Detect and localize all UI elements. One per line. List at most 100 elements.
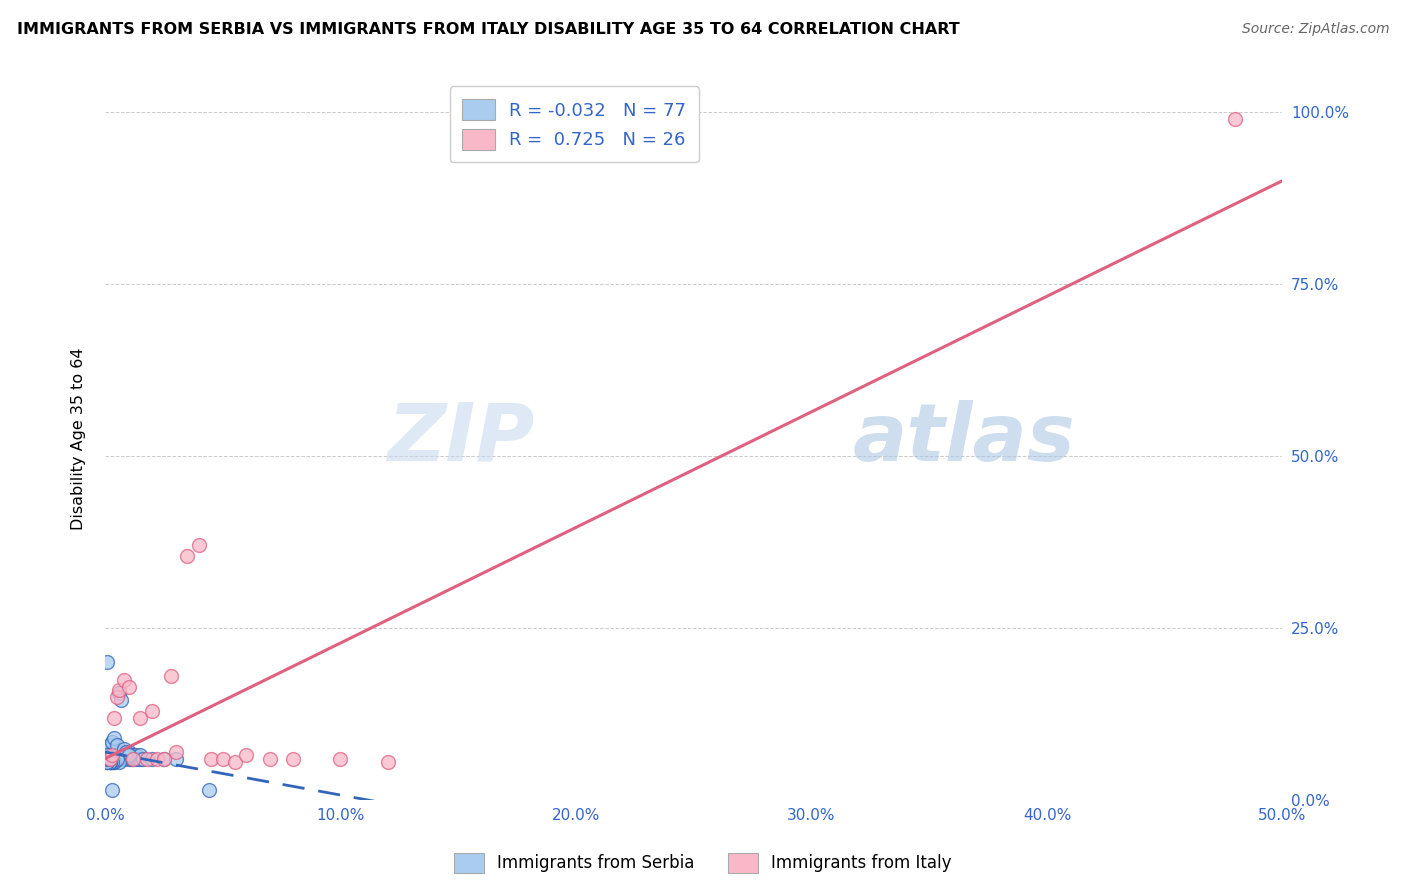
- Point: [160, 669, 183, 683]
- Point: [98, 745, 121, 759]
- Point: [122, 748, 145, 763]
- Point: [105, 752, 128, 766]
- Point: [120, 748, 142, 763]
- Point: [98, 756, 121, 770]
- Point: [103, 748, 125, 763]
- Point: [103, 745, 125, 759]
- Point: [153, 752, 176, 766]
- Point: [141, 704, 163, 718]
- Point: [141, 752, 163, 766]
- Point: [110, 752, 132, 766]
- Point: [98, 756, 121, 770]
- Point: [110, 745, 132, 759]
- Point: [115, 745, 138, 759]
- Point: [98, 752, 121, 766]
- Point: [136, 752, 159, 766]
- Point: [98, 756, 121, 770]
- Point: [103, 710, 125, 724]
- Point: [110, 693, 132, 707]
- Point: [108, 686, 131, 700]
- Point: [117, 748, 139, 763]
- Point: [108, 752, 131, 766]
- Point: [105, 748, 128, 763]
- Point: [98, 756, 121, 770]
- Point: [101, 752, 124, 766]
- Point: [96, 756, 118, 770]
- Point: [96, 752, 118, 766]
- Point: [153, 752, 176, 766]
- Point: [101, 752, 124, 766]
- Text: Source: ZipAtlas.com: Source: ZipAtlas.com: [1241, 22, 1389, 37]
- Point: [96, 752, 118, 766]
- Point: [103, 752, 125, 766]
- Point: [197, 782, 219, 797]
- Text: ZIP: ZIP: [388, 400, 534, 478]
- Point: [122, 752, 145, 766]
- Point: [127, 752, 149, 766]
- Point: [115, 745, 138, 759]
- Point: [377, 756, 399, 770]
- Point: [117, 748, 139, 763]
- Point: [105, 745, 128, 759]
- Point: [105, 752, 128, 766]
- Point: [124, 752, 146, 766]
- Point: [96, 656, 118, 670]
- Point: [103, 756, 125, 770]
- Point: [165, 752, 187, 766]
- Point: [129, 752, 152, 766]
- Point: [129, 710, 152, 724]
- Point: [98, 752, 121, 766]
- Point: [200, 752, 222, 766]
- Point: [101, 748, 124, 763]
- Text: atlas: atlas: [852, 400, 1076, 478]
- Point: [129, 748, 152, 763]
- Point: [105, 738, 128, 752]
- Legend: Immigrants from Serbia, Immigrants from Italy: Immigrants from Serbia, Immigrants from …: [447, 847, 959, 880]
- Legend: R = -0.032   N = 77, R =  0.725   N = 26: R = -0.032 N = 77, R = 0.725 N = 26: [450, 87, 699, 162]
- Point: [98, 738, 121, 752]
- Point: [176, 549, 198, 563]
- Point: [101, 748, 124, 763]
- Point: [103, 731, 125, 746]
- Point: [105, 690, 128, 704]
- Y-axis label: Disability Age 35 to 64: Disability Age 35 to 64: [72, 348, 86, 530]
- Point: [146, 752, 169, 766]
- Text: IMMIGRANTS FROM SERBIA VS IMMIGRANTS FROM ITALY DISABILITY AGE 35 TO 64 CORRELAT: IMMIGRANTS FROM SERBIA VS IMMIGRANTS FRO…: [17, 22, 960, 37]
- Point: [96, 752, 118, 766]
- Point: [101, 734, 124, 748]
- Point: [211, 752, 233, 766]
- Point: [96, 756, 118, 770]
- Point: [96, 752, 118, 766]
- Point: [96, 752, 118, 766]
- Point: [96, 752, 118, 766]
- Point: [101, 752, 124, 766]
- Point: [98, 756, 121, 770]
- Point: [117, 680, 139, 694]
- Point: [105, 752, 128, 766]
- Point: [101, 782, 124, 797]
- Point: [235, 748, 257, 763]
- Point: [112, 741, 135, 756]
- Point: [101, 756, 124, 770]
- Point: [115, 748, 138, 763]
- Point: [283, 752, 305, 766]
- Point: [96, 748, 118, 763]
- Point: [112, 673, 135, 687]
- Point: [259, 752, 281, 766]
- Point: [188, 539, 211, 553]
- Point: [108, 748, 131, 763]
- Point: [112, 752, 135, 766]
- Point: [117, 745, 139, 759]
- Point: [112, 748, 135, 763]
- Point: [122, 752, 145, 766]
- Point: [108, 745, 131, 759]
- Point: [329, 752, 352, 766]
- Point: [1225, 112, 1247, 126]
- Point: [108, 756, 131, 770]
- Point: [108, 683, 131, 698]
- Point: [131, 752, 153, 766]
- Point: [101, 756, 124, 770]
- Point: [110, 748, 132, 763]
- Point: [98, 752, 121, 766]
- Point: [165, 745, 187, 759]
